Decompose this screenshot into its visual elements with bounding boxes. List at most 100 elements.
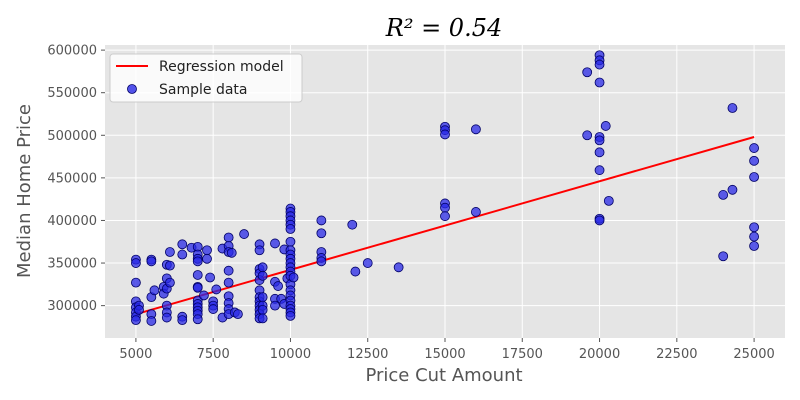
data-point: [582, 130, 593, 141]
data-point: [131, 258, 141, 268]
data-point: [270, 238, 280, 249]
y-tick-label: 350000: [47, 257, 97, 272]
data-point: [223, 277, 234, 288]
data-point: [727, 103, 738, 113]
data-point: [288, 272, 299, 283]
data-point: [257, 262, 268, 273]
x-tick-label: 22500: [656, 347, 697, 362]
data-point: [192, 314, 203, 325]
data-point: [270, 300, 280, 311]
x-tick-label: 5000: [119, 347, 152, 362]
data-point: [594, 147, 605, 158]
data-point: [749, 231, 759, 242]
data-point: [440, 129, 450, 140]
x-tick-label: 20000: [579, 347, 620, 362]
data-point: [192, 270, 203, 280]
y-tick-label: 450000: [47, 171, 97, 186]
data-point: [594, 59, 605, 70]
x-tick-label: 15000: [424, 347, 465, 362]
data-point: [749, 241, 759, 251]
data-point: [594, 215, 605, 226]
data-point: [749, 155, 759, 166]
data-point: [350, 266, 361, 277]
data-point: [285, 236, 296, 247]
data-point: [594, 135, 605, 146]
data-point: [161, 312, 172, 323]
data-point: [165, 277, 175, 288]
data-point: [257, 304, 268, 315]
data-point: [202, 245, 212, 256]
legend-point-swatch: [127, 84, 137, 94]
data-point: [600, 121, 611, 131]
data-point: [285, 310, 296, 321]
data-point: [316, 228, 327, 239]
regression-line: [135, 136, 755, 316]
data-point: [223, 232, 234, 243]
x-tick-label: 10000: [270, 347, 311, 362]
data-point: [273, 281, 283, 291]
data-point: [257, 313, 268, 324]
y-tick-label: 500000: [47, 129, 97, 144]
x-tick-label: 12500: [347, 347, 388, 362]
data-point: [603, 195, 614, 206]
data-point: [582, 67, 593, 78]
x-tick-label: 25000: [733, 347, 774, 362]
data-point: [192, 282, 203, 293]
data-point: [362, 258, 373, 268]
data-point: [199, 290, 209, 301]
data-point: [316, 256, 327, 267]
data-point: [208, 304, 219, 314]
regression-line-layer: [135, 136, 755, 316]
data-point: [146, 256, 157, 267]
data-point: [239, 229, 249, 239]
x-axis-label: Price Cut Amount: [365, 365, 522, 386]
data-point: [471, 124, 481, 135]
data-point: [440, 211, 450, 222]
data-point: [177, 239, 188, 250]
x-axis-ticks: 5000 7500 10000 12500 15000 17500 20000 22500 25…: [119, 338, 775, 362]
legend-box: [109, 53, 303, 103]
y-tick-label: 300000: [47, 299, 97, 314]
data-point: [257, 270, 268, 281]
data-point: [165, 247, 175, 257]
y-tick-label: 400000: [47, 214, 97, 229]
legend: Regression model Sample data: [109, 53, 303, 103]
y-tick-label: 600000: [47, 44, 97, 59]
data-point: [718, 190, 729, 200]
data-point: [146, 316, 157, 326]
data-point: [594, 165, 605, 176]
data-point: [749, 172, 759, 182]
data-point: [233, 309, 243, 320]
data-point: [440, 202, 450, 213]
data-point: [211, 284, 222, 295]
y-axis-label: Median Home Price: [14, 104, 35, 278]
data-point: [192, 256, 203, 267]
data-point: [347, 219, 358, 230]
data-point: [205, 272, 215, 283]
chart-title: R² = 0.54: [385, 14, 503, 42]
data-point: [727, 184, 738, 195]
data-point: [257, 292, 268, 303]
data-point: [749, 222, 759, 233]
data-point: [177, 315, 188, 326]
x-tick-label: 7500: [197, 347, 230, 362]
sample-data-points: [131, 50, 759, 326]
data-point: [316, 215, 327, 226]
data-point: [223, 265, 234, 276]
data-point: [131, 315, 141, 326]
data-point: [254, 245, 265, 256]
data-point: [393, 262, 404, 273]
data-point: [594, 77, 605, 88]
legend-label-sample: Sample data: [159, 82, 247, 98]
data-point: [202, 253, 212, 264]
x-tick-label: 17500: [502, 347, 543, 362]
data-point: [285, 224, 296, 234]
data-point: [131, 277, 141, 288]
legend-label-regression: Regression model: [159, 59, 284, 75]
data-point: [134, 304, 144, 315]
data-point: [226, 247, 237, 258]
y-axis-ticks: 300000 350000 400000 450000 500000 550000 6000…: [47, 44, 105, 314]
data-point: [749, 143, 759, 153]
data-point: [471, 207, 481, 217]
